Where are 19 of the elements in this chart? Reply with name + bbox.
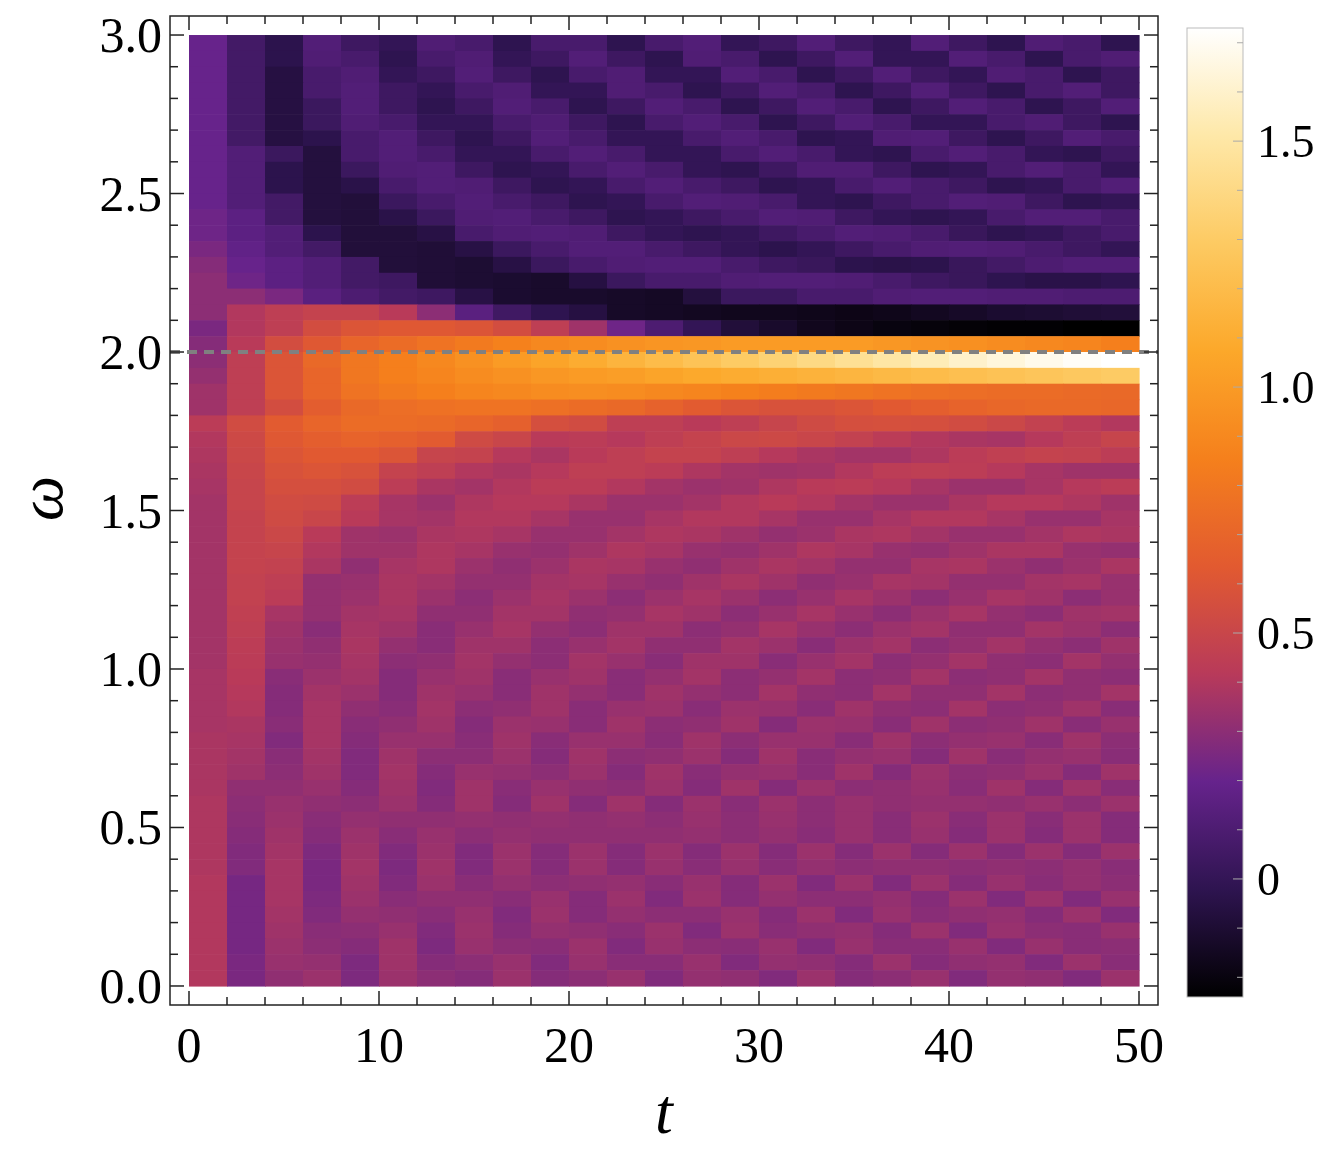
color-bar-label: 1.5 — [1257, 115, 1315, 167]
y-tick-label: 1.5 — [99, 482, 162, 539]
x-tick-label: 0 — [176, 1017, 202, 1073]
y-axis-title: ω — [5, 475, 76, 522]
x-tick-label: 50 — [1114, 1017, 1164, 1073]
y-tick-label: 0.0 — [99, 957, 162, 1014]
color-bar-label: 0 — [1257, 853, 1280, 905]
x-axis-title: t — [655, 1076, 676, 1147]
x-tick-label: 30 — [734, 1017, 784, 1073]
x-tick-label: 20 — [544, 1017, 594, 1073]
x-tick-label: 40 — [924, 1017, 974, 1073]
y-tick-label: 3.0 — [99, 7, 162, 64]
x-tick-label: 10 — [354, 1017, 404, 1073]
y-tick-label: 1.0 — [99, 640, 162, 697]
color-bar-label: 0.5 — [1257, 607, 1315, 659]
y-tick-label: 0.5 — [99, 799, 162, 856]
color-bar-label: 1.0 — [1257, 361, 1315, 413]
y-tick-label: 2.5 — [99, 165, 162, 222]
y-tick-label: 2.0 — [99, 324, 162, 381]
